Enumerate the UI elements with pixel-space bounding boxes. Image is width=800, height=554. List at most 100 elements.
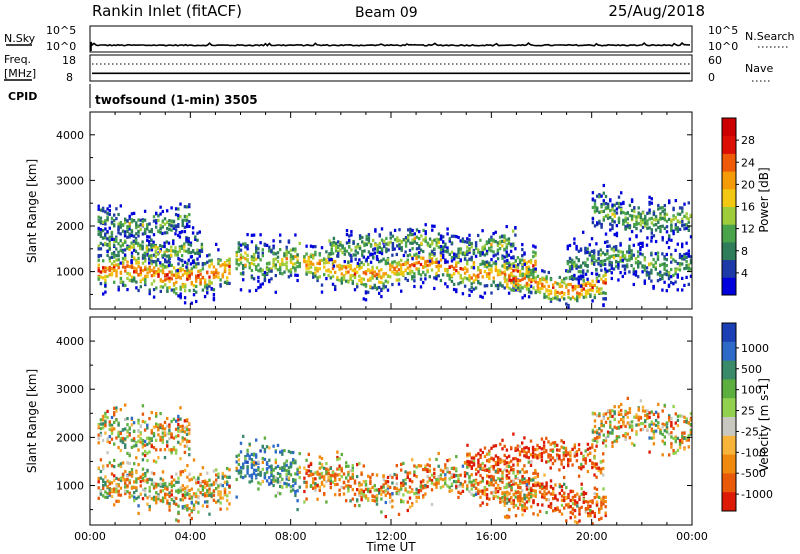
heatmap-cell <box>156 258 160 262</box>
heatmap-cell <box>472 273 476 277</box>
heatmap-cell <box>350 248 353 252</box>
heatmap-cell <box>540 458 544 462</box>
heatmap-cell <box>148 292 151 296</box>
heatmap-cell <box>417 271 420 275</box>
heatmap-cell <box>108 242 111 246</box>
heatmap-cell <box>584 272 588 276</box>
heatmap-cell <box>351 464 354 468</box>
heatmap-cell <box>115 239 118 243</box>
heatmap-cell <box>121 472 125 476</box>
heatmap-cell <box>435 257 438 261</box>
heatmap-cell <box>99 427 103 431</box>
heatmap-cell <box>652 210 656 214</box>
heatmap-cell <box>159 248 162 252</box>
heatmap-cell <box>441 484 445 488</box>
heatmap-cell <box>179 231 182 235</box>
heatmap-cell <box>159 249 162 253</box>
heatmap-cell <box>490 483 493 487</box>
heatmap-cell <box>519 278 522 283</box>
heatmap-cell <box>457 250 460 254</box>
heatmap-cell <box>492 276 495 280</box>
heatmap-cell <box>159 490 162 494</box>
heatmap-cell <box>431 239 434 243</box>
heatmap-cell <box>208 279 211 283</box>
heatmap-cell <box>527 270 531 274</box>
heatmap-cell <box>175 480 178 484</box>
heatmap-cell <box>457 479 460 483</box>
heatmap-cell <box>172 226 176 230</box>
heatmap-cell <box>422 484 425 488</box>
heatmap-cell <box>190 272 193 276</box>
heatmap-cell <box>386 475 390 479</box>
heatmap-cell <box>663 272 666 276</box>
heatmap-cell <box>325 260 328 264</box>
heatmap-cell <box>499 457 502 461</box>
heatmap-cell <box>589 282 592 286</box>
heatmap-cell <box>591 191 595 195</box>
heatmap-cell <box>602 291 605 295</box>
heatmap-cell <box>121 440 125 445</box>
heatmap-cell <box>617 195 621 199</box>
heatmap-cell <box>670 253 673 257</box>
heatmap-cell <box>516 497 520 501</box>
heatmap-cell <box>534 269 537 274</box>
heatmap-cell <box>380 247 384 251</box>
heatmap-cell <box>560 462 563 466</box>
heatmap-cell <box>217 493 220 497</box>
heatmap-cell <box>505 278 509 282</box>
heatmap-cell <box>452 287 456 292</box>
heatmap-cell <box>342 277 346 282</box>
heatmap-cell <box>516 444 519 448</box>
heatmap-cell <box>121 461 125 465</box>
heatmap-cell <box>342 275 346 279</box>
heatmap-cell <box>150 259 153 263</box>
heatmap-cell <box>503 468 506 472</box>
heatmap-cell <box>663 280 666 284</box>
heatmap-cell <box>560 488 564 492</box>
heatmap-cell <box>448 237 451 241</box>
heatmap-cell <box>483 269 487 274</box>
heatmap-cell <box>367 497 370 501</box>
heatmap-cell <box>505 254 509 258</box>
heatmap-cell <box>635 234 638 238</box>
heatmap-cell <box>430 268 434 272</box>
heatmap-cell <box>615 231 619 235</box>
heatmap-cell <box>538 287 542 291</box>
heatmap-cell <box>128 217 131 221</box>
heatmap-cell <box>517 263 520 267</box>
heatmap-cell <box>391 244 395 248</box>
heatmap-cell <box>448 239 451 243</box>
heatmap-cell <box>334 483 337 487</box>
heatmap-cell <box>239 272 243 276</box>
heatmap-cell <box>619 271 622 275</box>
heatmap-cell <box>121 223 125 227</box>
heatmap-cell <box>358 484 361 488</box>
heatmap-cell <box>314 471 317 475</box>
heatmap-cell <box>257 255 260 259</box>
heatmap-cell <box>534 471 537 475</box>
heatmap-cell <box>569 490 572 494</box>
heatmap-cell <box>206 260 209 264</box>
heatmap-cell <box>404 262 407 266</box>
heatmap-cell <box>452 282 456 286</box>
heatmap-cell <box>573 499 577 503</box>
heatmap-cell <box>503 234 506 238</box>
heatmap-cell <box>683 283 686 287</box>
heatmap-cell <box>208 253 211 257</box>
heatmap-cell <box>563 292 566 296</box>
colorbar-segment <box>722 259 736 278</box>
heatmap-cell <box>623 254 627 258</box>
heatmap-cell <box>113 255 116 259</box>
heatmap-cell <box>687 249 690 253</box>
heatmap-cell <box>630 264 633 268</box>
heatmap-cell <box>545 486 548 490</box>
heatmap-cell <box>106 207 109 211</box>
heatmap-cell <box>496 470 500 474</box>
heatmap-cell <box>606 216 610 220</box>
heatmap-cell <box>538 452 541 456</box>
heatmap-cell <box>186 274 189 278</box>
heatmap-cell <box>358 247 362 251</box>
heatmap-cell <box>579 274 583 278</box>
heatmap-cell <box>626 265 629 269</box>
heatmap-cell <box>161 209 164 214</box>
